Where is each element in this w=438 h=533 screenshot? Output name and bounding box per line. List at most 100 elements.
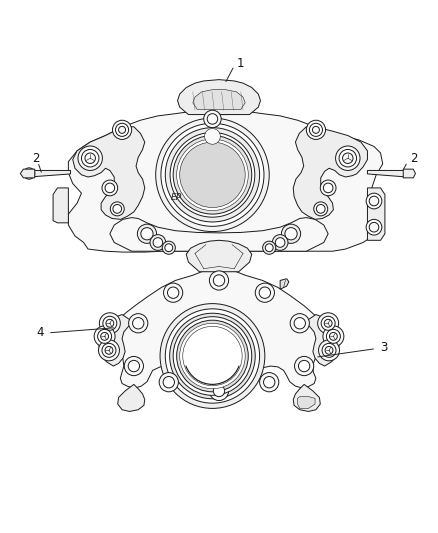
Circle shape xyxy=(204,110,221,128)
Polygon shape xyxy=(110,217,328,251)
Circle shape xyxy=(318,340,339,361)
Circle shape xyxy=(99,313,120,334)
Circle shape xyxy=(263,241,276,254)
Text: EP: EP xyxy=(171,193,182,202)
Circle shape xyxy=(103,316,117,330)
Circle shape xyxy=(161,123,264,227)
Polygon shape xyxy=(293,384,320,411)
Circle shape xyxy=(94,326,115,347)
Circle shape xyxy=(207,114,218,124)
Circle shape xyxy=(105,346,113,354)
Circle shape xyxy=(165,244,173,252)
Circle shape xyxy=(316,205,325,213)
Polygon shape xyxy=(106,270,337,389)
Circle shape xyxy=(183,326,242,386)
Circle shape xyxy=(167,287,179,298)
Polygon shape xyxy=(186,240,252,272)
Circle shape xyxy=(366,220,382,235)
Circle shape xyxy=(298,360,310,372)
Circle shape xyxy=(159,373,178,392)
Circle shape xyxy=(113,205,122,213)
Circle shape xyxy=(98,329,112,343)
Text: 2: 2 xyxy=(410,152,418,165)
Circle shape xyxy=(312,126,319,133)
Circle shape xyxy=(165,309,260,403)
Circle shape xyxy=(260,373,279,392)
Circle shape xyxy=(163,376,174,388)
Circle shape xyxy=(336,146,360,171)
Circle shape xyxy=(129,313,148,333)
Circle shape xyxy=(369,222,379,232)
Circle shape xyxy=(325,346,333,354)
Circle shape xyxy=(323,183,333,193)
Circle shape xyxy=(323,326,344,347)
Circle shape xyxy=(213,275,225,286)
Polygon shape xyxy=(68,111,383,252)
Circle shape xyxy=(255,283,275,302)
Text: 4: 4 xyxy=(36,326,43,340)
Polygon shape xyxy=(118,384,145,411)
Circle shape xyxy=(170,133,255,217)
Circle shape xyxy=(282,224,300,244)
Circle shape xyxy=(81,149,99,167)
Circle shape xyxy=(101,333,109,340)
Circle shape xyxy=(177,139,248,211)
Circle shape xyxy=(102,343,116,357)
Circle shape xyxy=(155,118,269,231)
Circle shape xyxy=(306,120,325,140)
Polygon shape xyxy=(20,169,35,178)
Polygon shape xyxy=(403,169,416,178)
Circle shape xyxy=(170,313,255,399)
Polygon shape xyxy=(297,397,315,408)
Circle shape xyxy=(177,320,248,392)
Circle shape xyxy=(369,196,379,206)
Circle shape xyxy=(326,329,340,343)
Circle shape xyxy=(294,357,314,376)
Circle shape xyxy=(113,120,132,140)
Circle shape xyxy=(124,357,144,376)
Circle shape xyxy=(173,135,252,214)
Circle shape xyxy=(162,241,175,254)
Circle shape xyxy=(265,244,273,252)
Polygon shape xyxy=(367,188,385,240)
Polygon shape xyxy=(304,314,339,366)
Circle shape xyxy=(153,238,162,247)
Circle shape xyxy=(209,381,229,400)
Circle shape xyxy=(213,385,225,397)
Circle shape xyxy=(272,235,288,251)
Circle shape xyxy=(259,287,271,298)
Circle shape xyxy=(110,202,124,216)
Circle shape xyxy=(320,180,336,196)
Polygon shape xyxy=(367,171,410,177)
Polygon shape xyxy=(280,279,289,289)
Circle shape xyxy=(85,153,95,164)
Circle shape xyxy=(339,149,357,167)
Circle shape xyxy=(141,228,153,240)
Polygon shape xyxy=(293,127,367,220)
Circle shape xyxy=(205,128,220,144)
Polygon shape xyxy=(53,188,68,223)
Circle shape xyxy=(150,235,166,251)
Circle shape xyxy=(78,146,102,171)
Circle shape xyxy=(163,283,183,302)
Circle shape xyxy=(105,183,115,193)
Circle shape xyxy=(138,224,156,244)
Circle shape xyxy=(180,323,245,389)
Text: 2: 2 xyxy=(32,152,39,165)
Circle shape xyxy=(324,319,332,327)
Text: 3: 3 xyxy=(380,341,387,354)
Circle shape xyxy=(343,153,353,164)
Circle shape xyxy=(180,142,245,207)
Circle shape xyxy=(133,318,144,329)
Circle shape xyxy=(309,123,322,136)
Circle shape xyxy=(209,271,229,290)
Circle shape xyxy=(322,343,336,357)
Circle shape xyxy=(276,238,285,247)
Circle shape xyxy=(294,318,305,329)
Circle shape xyxy=(119,126,126,133)
Circle shape xyxy=(23,168,35,179)
Circle shape xyxy=(366,193,382,209)
Polygon shape xyxy=(73,127,145,220)
Circle shape xyxy=(99,340,120,361)
Circle shape xyxy=(321,316,335,330)
